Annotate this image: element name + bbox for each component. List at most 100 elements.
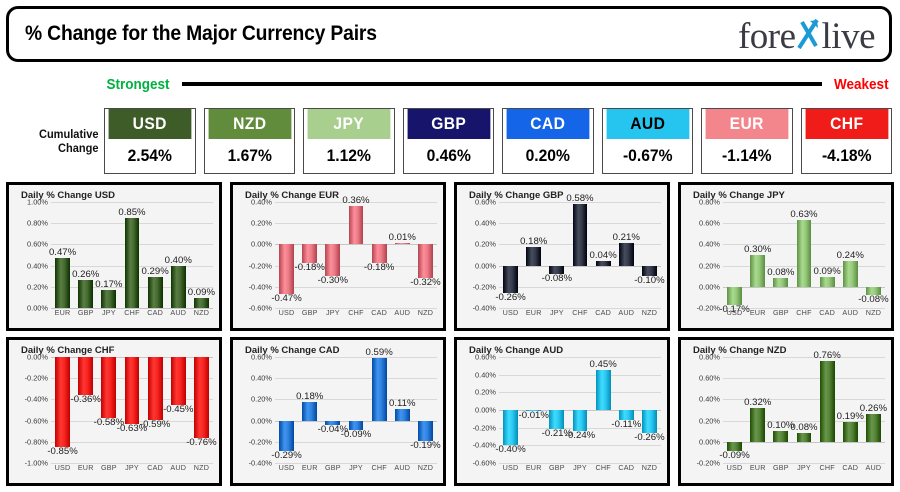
grid-line bbox=[275, 202, 437, 203]
x-axis-tick-label: JPY bbox=[101, 308, 116, 317]
plot-grid: -0.40% -0.01% -0.21% -0.24% 0.45% -0.11% -0.26… bbox=[495, 357, 665, 464]
currency-code: CAD bbox=[506, 109, 589, 139]
bar-series: -0.40% -0.01% -0.21% -0.24% 0.45% -0.11% -0.26… bbox=[495, 357, 664, 463]
x-axis-tick-label: USD bbox=[502, 308, 519, 317]
chart-bar bbox=[618, 410, 634, 420]
grid-line bbox=[275, 441, 437, 443]
chart-bar bbox=[866, 414, 881, 442]
chart-bar bbox=[78, 357, 94, 396]
bar-value-label: -0.29% bbox=[271, 450, 302, 462]
x-axis-tick-label: GBP bbox=[324, 463, 341, 472]
chart-bar bbox=[194, 357, 209, 438]
bar-value-label: 0.10% bbox=[767, 420, 795, 432]
bar-slot: 0.58% bbox=[566, 193, 594, 308]
bar-slot: -0.18% bbox=[364, 202, 394, 308]
bar-value-label: -0.58% bbox=[93, 417, 125, 429]
bar-value-label: 0.32% bbox=[744, 396, 772, 408]
currency-cumulative-value: -1.14% bbox=[705, 139, 788, 173]
grid-line bbox=[275, 265, 437, 267]
x-axis: USD EUR GBP JPY CHF CAD NZD bbox=[499, 463, 661, 476]
bar-slot: -0.19% bbox=[410, 357, 441, 463]
bar-slot: -0.04% bbox=[318, 357, 348, 463]
chart-bar bbox=[642, 265, 657, 277]
chart-bar bbox=[348, 206, 364, 245]
bar-value-label: 0.04% bbox=[589, 250, 617, 262]
y-axis-tick-label: 0.20% bbox=[699, 261, 720, 271]
y-axis-tick-label: -0.20% bbox=[248, 437, 272, 447]
chart-panel: Daily % Change CHF 0.00% -0.20% -0.40% -0.60… bbox=[6, 337, 222, 486]
bar-slot: -0.01% bbox=[519, 357, 549, 463]
bar-slot: -0.21% bbox=[542, 357, 572, 463]
x-axis-tick-label: USD bbox=[726, 308, 743, 317]
y-axis-tick-label: -0.80% bbox=[24, 437, 48, 447]
y-axis-tick-label: 0.40% bbox=[699, 394, 720, 404]
currency-cumulative-value: -4.18% bbox=[805, 139, 888, 173]
x-axis-tick-label: AUD bbox=[865, 463, 882, 472]
x-axis-tick-label: AUD bbox=[394, 308, 411, 317]
bar-slot: 0.09% bbox=[188, 202, 215, 308]
chart-bar bbox=[170, 357, 186, 405]
chart-bar bbox=[101, 357, 117, 419]
bar-value-label: 0.45% bbox=[589, 359, 617, 371]
y-axis-tick-label: 1.00% bbox=[27, 197, 48, 207]
currency-strength-cells: USD 2.54% NZD 1.67% JPY 1.12% GBP 0.46% CAD 0.20%… bbox=[104, 108, 900, 174]
x-axis-tick-label: CHF bbox=[348, 308, 364, 317]
bar-value-label: 0.47% bbox=[48, 247, 77, 259]
bar-value-label: -0.26% bbox=[495, 292, 526, 304]
x-axis-tick-label: CAD bbox=[147, 308, 164, 317]
y-axis-tick-label: 0.00% bbox=[27, 303, 48, 313]
currency-code: NZD bbox=[208, 109, 291, 139]
y-axis-tick-label: 0.20% bbox=[475, 239, 496, 249]
bar-value-label: -0.32% bbox=[410, 277, 441, 289]
bar-slot: 0.11% bbox=[389, 357, 416, 463]
currency-strength-cell: USD 2.54% bbox=[104, 108, 196, 174]
chart-panel: Daily % Change NZD 0.80% 0.60% 0.40% 0.20% 0.… bbox=[678, 337, 894, 486]
y-axis: 0.60% 0.40% 0.20% 0.00% -0.20% -0.40% -0.60% bbox=[461, 353, 499, 468]
x-axis-tick-label: GBP bbox=[772, 308, 789, 317]
currency-code: EUR bbox=[705, 109, 788, 139]
y-axis: 0.40% 0.20% 0.00% -0.20% -0.40% -0.60% bbox=[237, 198, 275, 313]
x-axis-tick-label: GBP bbox=[77, 308, 94, 317]
chart-bar bbox=[302, 244, 318, 264]
y-axis-tick-label: 0.20% bbox=[475, 387, 496, 397]
bar-slot: -0.26% bbox=[495, 202, 526, 308]
x-axis-tick-label: USD bbox=[278, 308, 295, 317]
y-axis-tick-label: -0.60% bbox=[472, 458, 496, 468]
currency-strength-cell: NZD 1.67% bbox=[203, 108, 295, 174]
bar-value-label: -0.19% bbox=[410, 439, 441, 451]
x-axis-tick-label: EUR bbox=[749, 463, 766, 472]
chart-bar bbox=[727, 441, 742, 452]
y-axis-tick-label: 0.40% bbox=[699, 239, 720, 249]
chart-bar bbox=[796, 433, 812, 442]
chart-bar bbox=[595, 370, 611, 410]
y-axis-tick-label: 0.60% bbox=[699, 218, 720, 228]
chart-bar bbox=[796, 220, 812, 287]
y-axis-tick-label: 0.80% bbox=[27, 218, 48, 228]
page-title: % Change for the Major Currency Pairs bbox=[25, 22, 377, 45]
strongest-label: Strongest bbox=[106, 75, 170, 93]
chart-bar bbox=[526, 410, 542, 411]
bar-slot: -0.32% bbox=[410, 202, 441, 308]
bar-value-label: 0.29% bbox=[141, 266, 169, 278]
bar-slot: 0.08% bbox=[767, 202, 794, 308]
chart-bar bbox=[101, 289, 117, 308]
chart-bar bbox=[55, 258, 70, 308]
cumulative-label-line2: Change bbox=[57, 141, 99, 155]
y-axis-tick-label: 0.20% bbox=[699, 416, 720, 426]
chart-bar bbox=[842, 261, 858, 287]
bar-value-label: -0.47% bbox=[271, 293, 302, 305]
currency-strength-cell: GBP 0.46% bbox=[402, 108, 494, 174]
bar-value-label: -0.04% bbox=[317, 423, 349, 435]
grid-line bbox=[275, 378, 437, 380]
chart-bar bbox=[124, 357, 140, 424]
y-axis-tick-label: 0.00% bbox=[475, 261, 496, 271]
chart-bar bbox=[572, 410, 588, 432]
grid-line bbox=[499, 265, 661, 267]
grid-line bbox=[275, 244, 437, 246]
bar-slot: -0.29% bbox=[271, 357, 302, 463]
bar-slot: 0.29% bbox=[141, 202, 169, 308]
bar-value-label: -0.63% bbox=[116, 422, 148, 434]
bar-slot: -0.09% bbox=[719, 357, 750, 463]
x-axis-tick-label: JPY bbox=[549, 308, 564, 317]
y-axis: 0.80% 0.60% 0.40% 0.20% 0.00% -0.20% bbox=[685, 353, 723, 468]
